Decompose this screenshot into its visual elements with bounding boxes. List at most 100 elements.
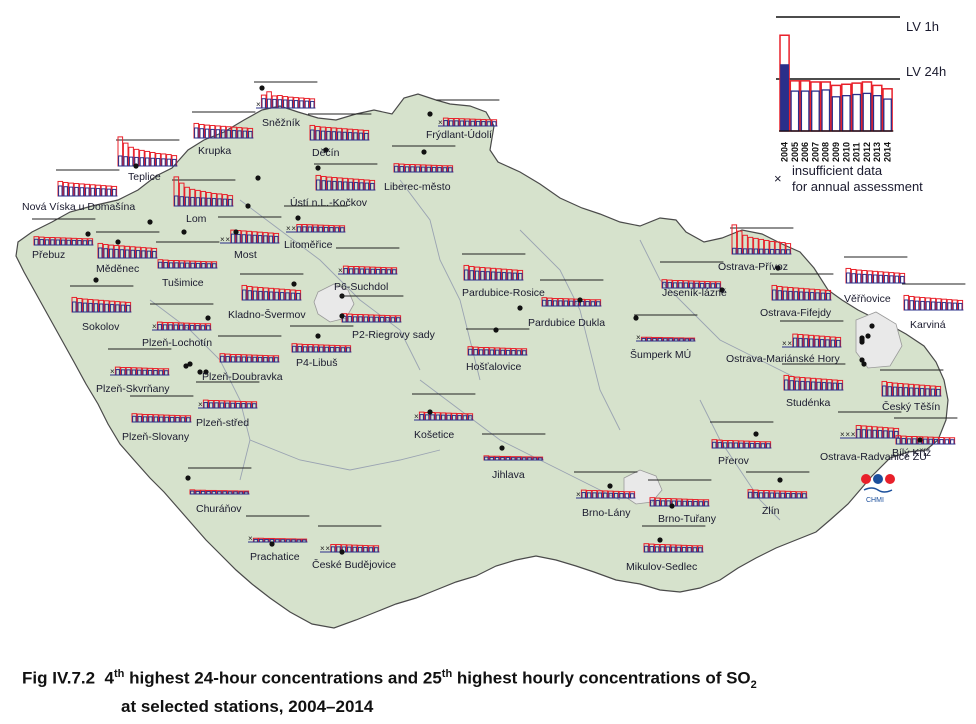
station-label: Jihlava	[492, 469, 525, 481]
station-insufficient-mark: ×	[325, 544, 330, 553]
station-bar-daily	[166, 158, 172, 167]
station-insufficient-mark: ×	[256, 100, 261, 109]
station-bar-daily	[941, 302, 947, 311]
station-insufficient-mark: ×	[110, 367, 115, 376]
station-bar-daily	[261, 98, 266, 109]
station-bar-daily	[900, 275, 905, 284]
station-insufficient-mark: ×	[248, 534, 253, 543]
station-label: Ostrava-Přívoz	[718, 261, 788, 273]
station-label: Plzeň-Lochotín	[142, 337, 212, 349]
station-dot	[493, 327, 499, 333]
legend-year-label: 2005	[790, 142, 800, 162]
station-dot	[255, 175, 261, 181]
station-dot	[233, 229, 239, 235]
station-bar-daily	[204, 128, 210, 139]
legend-bar-daily	[852, 93, 862, 132]
station-dot	[133, 163, 139, 169]
station-bar-daily	[867, 274, 873, 284]
station-chart: Zlín	[746, 471, 810, 517]
legend-year-label: 2012	[862, 142, 872, 162]
station-insufficient-mark: ×	[152, 322, 157, 331]
station-dot	[869, 323, 875, 329]
station-bar-daily	[856, 273, 862, 284]
legend-bar-daily	[811, 90, 820, 132]
station-bar-daily	[74, 186, 79, 197]
station-insufficient-mark: ×	[320, 544, 325, 553]
station-dot	[657, 537, 663, 543]
legend-year-label: 2008	[821, 142, 831, 162]
station-label: Ostrava-Radvanice ZÚ	[820, 450, 927, 463]
station-label: Brno-Tuřany	[658, 513, 717, 525]
station-bar-daily	[58, 185, 63, 197]
station-chart: Studénka	[782, 361, 867, 409]
station-dot	[203, 369, 209, 375]
station-bar-daily	[909, 300, 914, 311]
station-label: Košetice	[414, 429, 454, 441]
station-insufficient-mark: ×	[220, 235, 225, 244]
station-bar-daily	[931, 301, 936, 311]
caption-sup-1: th	[114, 668, 125, 680]
station-bar-daily	[851, 273, 856, 284]
station-dot	[775, 265, 781, 271]
station-label: Jeseník-lázně	[662, 287, 727, 299]
station-bar-daily	[85, 187, 90, 197]
station-chart: Sokolov	[70, 277, 134, 333]
legend-year-label: 2014	[883, 142, 893, 162]
station-bar-daily	[155, 158, 161, 167]
station-bar-daily	[150, 157, 155, 167]
caption-sub: 2	[750, 679, 757, 692]
station-dot	[115, 239, 121, 245]
station-dot	[917, 437, 923, 443]
station-label: Krupka	[198, 145, 231, 157]
station-label: Lom	[186, 213, 207, 225]
station-bar-daily	[68, 186, 74, 197]
station-chart: Tušimice	[156, 229, 220, 289]
station-insufficient-mark: ×	[782, 339, 787, 348]
station-label: Zlín	[762, 505, 780, 517]
map-figure: × Sněžník Krupka Děčín × Frýdlant-Údolí Teplic…	[15, 16, 966, 629]
station-label: Šumperk MÚ	[630, 348, 691, 361]
station-insufficient-mark: ×	[845, 430, 850, 439]
station-bar-daily	[79, 187, 85, 197]
station-dot	[85, 231, 91, 237]
station-bar-daily	[925, 301, 931, 311]
station-label: P6-Suchdol	[334, 281, 388, 293]
station-chart: Teplice	[116, 136, 180, 183]
station-chart: Plzeň-Doubravka	[202, 335, 283, 383]
station-chart: × × Litoměřice	[284, 205, 348, 251]
station-bar-daily	[90, 187, 95, 197]
station-dot	[499, 445, 505, 451]
station-bar-daily	[947, 302, 952, 311]
station-label: Liberec-město	[384, 181, 451, 193]
station-chart: Lom	[172, 176, 251, 225]
station-bar-daily	[293, 100, 299, 109]
station-label: Ostrava-Fifejdy	[760, 307, 832, 319]
station-chart: Karviná	[859, 283, 966, 345]
station-bar-daily	[106, 188, 112, 197]
station-dot	[861, 361, 867, 367]
station-label: Pardubice-Rosice	[462, 287, 545, 299]
station-bar-daily	[118, 155, 123, 167]
station-bar-daily	[883, 275, 889, 284]
station-chart: × × České Budějovice	[312, 525, 396, 571]
station-chart: × × Ostrava-Mariánské Hory	[726, 320, 865, 365]
legend-bar-daily	[862, 92, 872, 132]
station-dot	[187, 361, 193, 367]
caption-prefix: Fig IV.7.2	[22, 668, 96, 688]
station-bar-daily	[846, 272, 851, 284]
station-label: Teplice	[128, 171, 161, 183]
station-chart: × Košetice	[412, 393, 476, 441]
station-label: České Budějovice	[312, 558, 396, 571]
station-label: Frýdlant-Údolí	[426, 128, 492, 141]
station-dot	[777, 477, 783, 483]
station-bar-daily	[939, 439, 944, 445]
station-dot	[183, 363, 189, 369]
station-dot	[259, 85, 265, 91]
station-bar-daily	[288, 99, 293, 109]
station-chart: Jeseník-lázně	[660, 261, 727, 299]
station-insufficient-mark: ×	[576, 490, 581, 499]
station-insufficient-mark: ×	[787, 339, 792, 348]
station-dot	[197, 369, 203, 375]
station-dot	[859, 357, 865, 363]
station-chart: Nová Víska u Domašína	[22, 169, 153, 225]
